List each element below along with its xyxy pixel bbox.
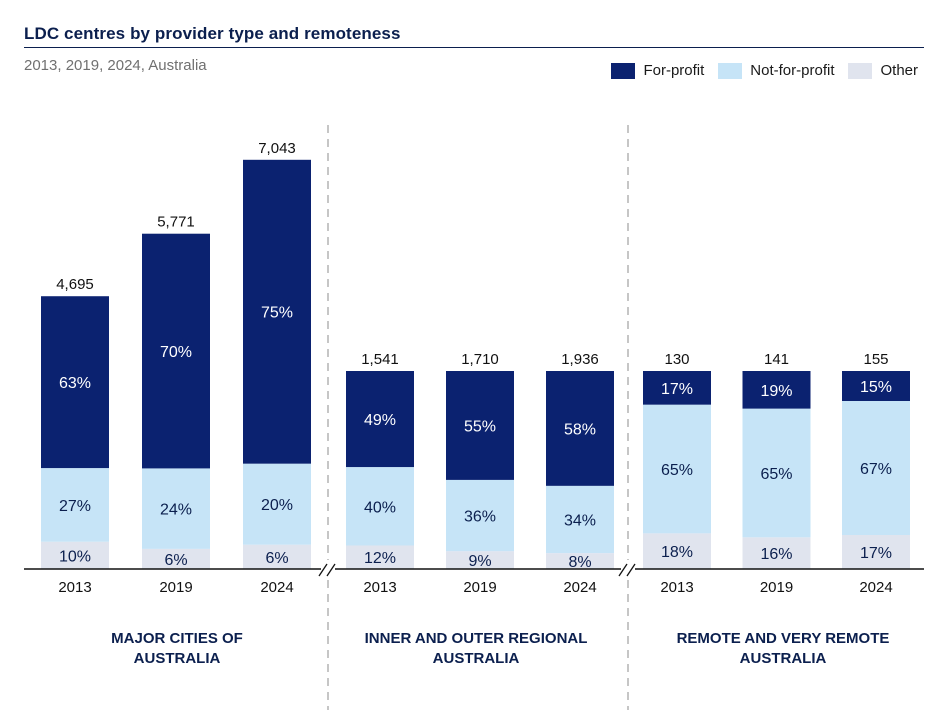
axis-break-mark [326,563,336,577]
legend-item-for-profit: For-profit [611,62,704,79]
segment-label-other: 12% [364,550,396,567]
group-label: AUSTRALIA [433,650,520,667]
bar-total-label: 5,771 [157,214,195,231]
bar-total-label: 1,541 [361,351,399,368]
bar-total-label: 155 [863,351,888,368]
segment-label-not-for-profit: 20% [261,497,293,514]
legend: For-profit Not-for-profit Other [597,62,918,79]
segment-label-for-profit: 55% [464,418,496,435]
bar-segment-other [842,535,910,569]
chart-subtitle: 2013, 2019, 2024, Australia [24,57,207,74]
segment-label-not-for-profit: 36% [464,509,496,526]
bar-segment-not-for-profit [142,468,210,549]
bar-segment-for-profit [742,371,811,409]
segment-label-for-profit: 17% [661,381,693,398]
segment-label-not-for-profit: 24% [160,502,192,519]
segment-label-other: 17% [860,545,892,562]
x-tick-label: 2019 [159,579,192,596]
segment-label-for-profit: 15% [860,379,892,396]
segment-label-other: 6% [265,550,288,567]
legend-swatch-for-profit [611,62,636,79]
group-label: REMOTE AND VERY REMOTE [677,630,890,647]
bar-segment-other [546,553,614,569]
chart-title: LDC centres by provider type and remoten… [24,24,401,43]
bar-segment-not-for-profit [643,404,711,534]
bar-segment-not-for-profit [742,408,811,538]
segment-label-other: 6% [164,552,187,569]
bar-segment-other [446,551,514,569]
segment-label-for-profit: 70% [160,344,192,361]
segment-label-not-for-profit: 67% [860,461,892,478]
bar-segment-for-profit [346,371,414,468]
bar-total-label: 7,043 [258,140,296,157]
bar-total-label: 130 [664,351,689,368]
bar-segment-for-profit [842,371,910,401]
bar-segment-other [41,541,109,569]
axis-break-mark [626,563,636,577]
segment-label-for-profit: 63% [59,375,91,392]
legend-label-other: Other [880,62,918,79]
bar-segment-other [243,544,311,569]
segment-label-for-profit: 58% [564,421,596,438]
x-tick-label: 2024 [859,579,892,596]
bar-segment-for-profit [546,371,614,486]
bar-segment-for-profit [643,371,711,405]
bar-total-label: 141 [764,351,789,368]
x-tick-label: 2024 [260,579,293,596]
segment-label-other: 8% [568,554,591,571]
legend-label-not-for-profit: Not-for-profit [750,62,835,79]
segment-label-not-for-profit: 27% [59,498,91,515]
x-tick-label: 2019 [463,579,496,596]
bar-segment-not-for-profit [243,463,311,545]
bar-segment-for-profit [446,371,514,480]
axis-break-mark [318,563,328,577]
x-tick-label: 2013 [58,579,91,596]
segment-label-not-for-profit: 34% [564,513,596,530]
x-tick-label: 2013 [363,579,396,596]
bar-segment-other [346,545,414,569]
bar-segment-not-for-profit [842,401,910,535]
segment-label-for-profit: 49% [364,412,396,429]
bar-segment-other [142,548,210,569]
segment-label-for-profit: 19% [760,383,792,400]
bar-segment-not-for-profit [346,467,414,546]
segment-label-for-profit: 75% [261,305,293,322]
bar-segment-other [742,537,811,569]
bar-segment-for-profit [142,233,210,469]
segment-label-other: 18% [661,544,693,561]
x-tick-label: 2024 [563,579,596,596]
bar-total-label: 1,936 [561,351,599,368]
group-label: INNER AND OUTER REGIONAL [365,630,588,647]
bar-total-label: 1,710 [461,351,499,368]
segment-label-other: 9% [468,553,491,570]
title-divider [24,47,924,48]
segment-label-other: 16% [760,546,792,563]
legend-swatch-not-for-profit [718,62,743,79]
legend-swatch-other [848,62,873,79]
bar-segment-not-for-profit [446,479,514,552]
bar-segment-for-profit [41,296,109,469]
segment-label-not-for-profit: 65% [661,462,693,479]
segment-label-not-for-profit: 65% [760,466,792,483]
bar-segment-not-for-profit [546,485,614,554]
bar-total-label: 4,695 [56,276,94,293]
bar-segment-not-for-profit [41,468,109,542]
legend-label-for-profit: For-profit [643,62,705,79]
axis-break-mark [618,563,628,577]
group-label: MAJOR CITIES OF [111,630,243,647]
legend-item-other: Other [848,62,918,79]
segment-label-not-for-profit: 40% [364,499,396,516]
x-tick-label: 2019 [760,579,793,596]
group-label: AUSTRALIA [134,650,221,667]
x-tick-label: 2013 [660,579,693,596]
bar-segment-for-profit [243,159,311,464]
legend-item-not-for-profit: Not-for-profit [718,62,834,79]
segment-label-other: 10% [59,548,91,565]
bar-segment-other [643,533,711,569]
group-label: AUSTRALIA [740,650,827,667]
